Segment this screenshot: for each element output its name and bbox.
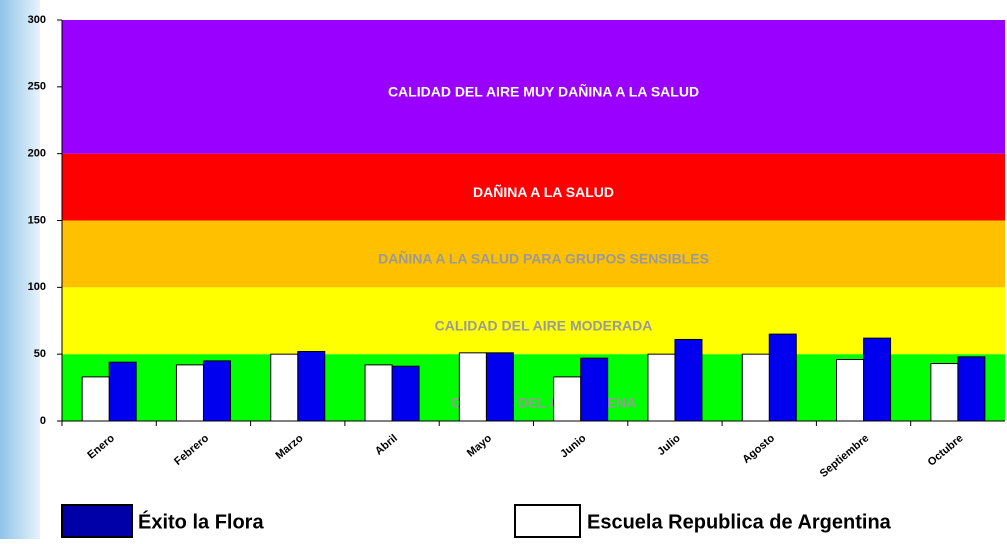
aqi-band	[62, 153, 1005, 221]
y-tick-label: 250	[28, 81, 46, 93]
bar	[674, 338, 703, 422]
bar	[297, 350, 326, 422]
bar	[458, 352, 487, 422]
bar	[485, 352, 514, 422]
bar	[580, 357, 609, 422]
bar	[202, 360, 231, 422]
y-tick-label: 100	[28, 281, 46, 293]
bar	[647, 353, 676, 422]
bar	[270, 353, 299, 422]
bar	[364, 364, 393, 422]
legend-label: Éxito la Flora	[138, 510, 264, 533]
band-label: DAÑINA A LA SALUD PARA GRUPOS SENSIBLES	[378, 250, 709, 267]
y-tick-label: 300	[28, 14, 46, 26]
bar	[81, 376, 110, 422]
y-tick-label: 200	[28, 148, 46, 160]
legend-label: Escuela Republica de Argentina	[587, 511, 892, 533]
aqi-band	[62, 20, 1005, 154]
aqi-band	[62, 220, 1005, 288]
y-tick-label: 50	[34, 348, 46, 360]
bar	[108, 361, 137, 422]
bar	[768, 333, 797, 422]
bar	[391, 365, 420, 422]
side-decoration	[0, 0, 40, 539]
legend-swatch	[61, 504, 133, 538]
legend-swatch	[514, 504, 581, 538]
band-label: CALIDAD DEL AIRE MUY DAÑINA A LA SALUD	[388, 83, 699, 100]
y-tick-label: 150	[28, 214, 46, 226]
bar	[741, 353, 770, 422]
bar	[930, 363, 959, 422]
band-label: CALIDAD DEL AIRE MODERADA	[435, 317, 653, 333]
bar	[863, 337, 892, 422]
bar	[957, 356, 986, 422]
aqi-band	[62, 287, 1005, 355]
bar	[553, 376, 582, 422]
y-tick-label: 0	[40, 415, 46, 427]
bar	[836, 359, 865, 422]
bar	[175, 364, 204, 422]
band-label: DAÑINA A LA SALUD	[473, 183, 614, 200]
